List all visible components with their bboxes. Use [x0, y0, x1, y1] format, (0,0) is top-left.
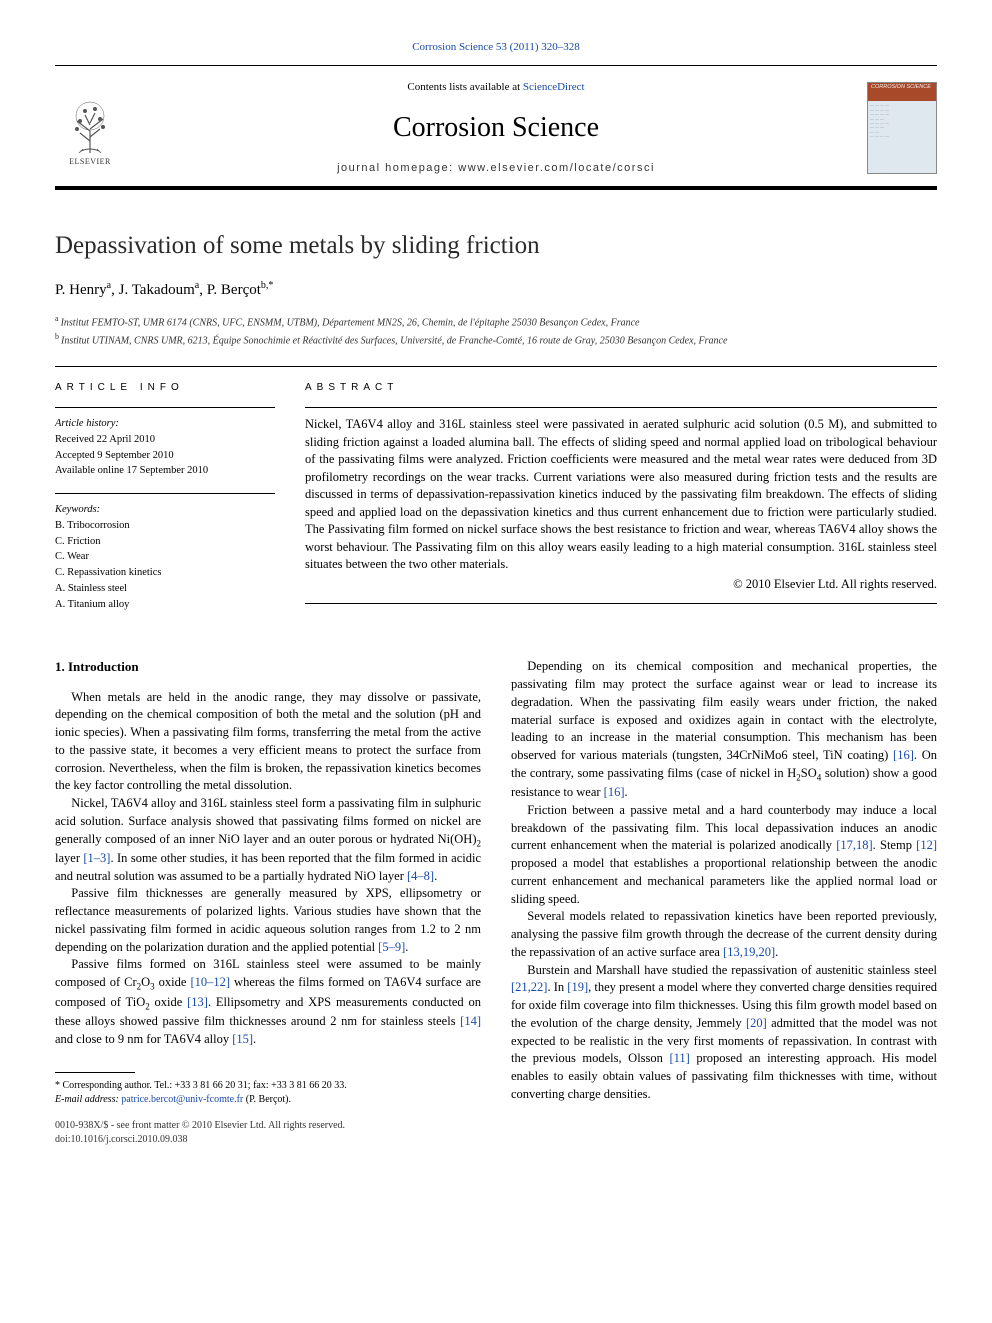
ref-link[interactable]: [5–9] [378, 940, 405, 954]
affiliation: aInstitut FEMTO-ST, UMR 6174 (CNRS, UFC,… [55, 313, 937, 330]
footnote-separator [55, 1072, 135, 1073]
cover-body-placeholder: — — — —— — — —— — — —— — —— — — —— — —— … [868, 101, 936, 140]
doi-line: doi:10.1016/j.corsci.2010.09.038 [55, 1133, 937, 1147]
online-date: Available online 17 September 2010 [55, 463, 275, 479]
divider [305, 603, 937, 604]
corresponding-author-footnote: * Corresponding author. Tel.: +33 3 81 6… [55, 1079, 481, 1107]
ref-link[interactable]: [4–8] [407, 869, 434, 883]
front-matter-line: 0010-938X/$ - see front matter © 2010 El… [55, 1119, 937, 1133]
paragraph: Depending on its chemical composition an… [511, 658, 937, 802]
ref-link[interactable]: [13] [187, 995, 208, 1009]
author-list: P. Henrya, J. Takadouma, P. Berçotb,* [55, 279, 937, 301]
ref-link[interactable]: [15] [232, 1032, 253, 1046]
keyword: A. Stainless steel [55, 581, 275, 597]
divider [55, 493, 275, 494]
sciencedirect-link[interactable]: ScienceDirect [523, 81, 585, 93]
ref-link[interactable]: [19] [567, 980, 588, 994]
abstract-text: Nickel, TA6V4 alloy and 316L stainless s… [305, 416, 937, 574]
ref-link[interactable]: [11] [669, 1051, 689, 1065]
homepage-line: journal homepage: www.elsevier.com/locat… [139, 161, 853, 176]
ref-link[interactable]: [20] [746, 1016, 767, 1030]
contents-available-line: Contents lists available at ScienceDirec… [139, 80, 853, 95]
body-columns: 1. Introduction When metals are held in … [55, 658, 937, 1107]
history-label: Article history: [55, 416, 275, 432]
right-column: Depending on its chemical composition an… [511, 658, 937, 1107]
paragraph: Passive films formed on 316L stainless s… [55, 956, 481, 1048]
affiliations: aInstitut FEMTO-ST, UMR 6174 (CNRS, UFC,… [55, 313, 937, 348]
homepage-label: journal homepage: [337, 162, 458, 174]
cover-title: CORROSION SCIENCE [868, 83, 936, 101]
contents-prefix: Contents lists available at [407, 81, 522, 93]
keywords-label: Keywords: [55, 502, 275, 518]
ref-link[interactable]: [16] [604, 785, 625, 799]
corr-author-line: * Corresponding author. Tel.: +33 3 81 6… [55, 1079, 481, 1093]
paragraph: Friction between a passive metal and a h… [511, 802, 937, 909]
elsevier-tree-icon [65, 101, 115, 156]
keyword: B. Tribocorrosion [55, 518, 275, 534]
ref-link[interactable]: [17,18] [836, 838, 872, 852]
banner-center: Contents lists available at ScienceDirec… [139, 80, 853, 176]
journal-banner: ELSEVIER Contents lists available at Sci… [55, 65, 937, 190]
keyword: C. Wear [55, 549, 275, 565]
author: P. Berçotb,* [207, 282, 274, 298]
paragraph: Burstein and Marshall have studied the r… [511, 962, 937, 1104]
accepted-date: Accepted 9 September 2010 [55, 448, 275, 464]
journal-title: Corrosion Science [139, 108, 853, 147]
ref-link[interactable]: [16] [893, 748, 914, 762]
citation-text[interactable]: Corrosion Science 53 (2011) 320–328 [412, 41, 580, 53]
article-info-column: article info Article history: Received 2… [55, 381, 275, 626]
abstract-column: abstract Nickel, TA6V4 alloy and 316L st… [305, 381, 937, 626]
ref-link[interactable]: [14] [460, 1014, 481, 1028]
paragraph: Passive film thicknesses are generally m… [55, 885, 481, 956]
email-link[interactable]: patrice.bercot@univ-fcomte.fr [121, 1094, 243, 1105]
abstract-heading: abstract [305, 381, 937, 395]
article-info-heading: article info [55, 381, 275, 395]
paragraph: Several models related to repassivation … [511, 908, 937, 961]
ref-link[interactable]: [21,22] [511, 980, 547, 994]
ref-link[interactable]: [13,19,20] [723, 945, 775, 959]
divider [55, 366, 937, 367]
paragraph: Nickel, TA6V4 alloy and 316L stainless s… [55, 795, 481, 885]
ref-link[interactable]: [12] [916, 838, 937, 852]
keywords-block: Keywords: B. Tribocorrosion C. Friction … [55, 502, 275, 612]
ref-link[interactable]: [10–12] [190, 975, 230, 989]
article-history: Article history: Received 22 April 2010 … [55, 416, 275, 479]
journal-cover-thumb: CORROSION SCIENCE — — — —— — — —— — — ——… [867, 82, 937, 174]
received-date: Received 22 April 2010 [55, 432, 275, 448]
info-abstract-row: article info Article history: Received 2… [55, 381, 937, 626]
affiliation: bInstitut UTINAM, CNRS UMR, 6213, Équipe… [55, 331, 937, 348]
paragraph: When metals are held in the anodic range… [55, 689, 481, 796]
section-heading: 1. Introduction [55, 658, 481, 676]
ref-link[interactable]: [1–3] [83, 851, 110, 865]
citation-link[interactable]: Corrosion Science 53 (2011) 320–328 [55, 40, 937, 55]
publisher-logo: ELSEVIER [55, 89, 125, 167]
article-title: Depassivation of some metals by sliding … [55, 228, 937, 263]
author: J. Takadouma [119, 282, 200, 298]
publisher-name: ELSEVIER [69, 156, 111, 167]
keyword: C. Repassivation kinetics [55, 565, 275, 581]
email-suffix: (P. Berçot). [246, 1094, 291, 1105]
email-label: E-mail address: [55, 1094, 119, 1105]
doi-footer: 0010-938X/$ - see front matter © 2010 El… [55, 1119, 937, 1147]
divider [55, 407, 275, 408]
left-column: 1. Introduction When metals are held in … [55, 658, 481, 1107]
divider [305, 407, 937, 408]
homepage-url[interactable]: www.elsevier.com/locate/corsci [458, 162, 655, 174]
email-line: E-mail address: patrice.bercot@univ-fcom… [55, 1093, 481, 1107]
keyword: A. Titanium alloy [55, 597, 275, 613]
author: P. Henrya [55, 282, 111, 298]
abstract-copyright: © 2010 Elsevier Ltd. All rights reserved… [305, 576, 937, 594]
keyword: C. Friction [55, 534, 275, 550]
